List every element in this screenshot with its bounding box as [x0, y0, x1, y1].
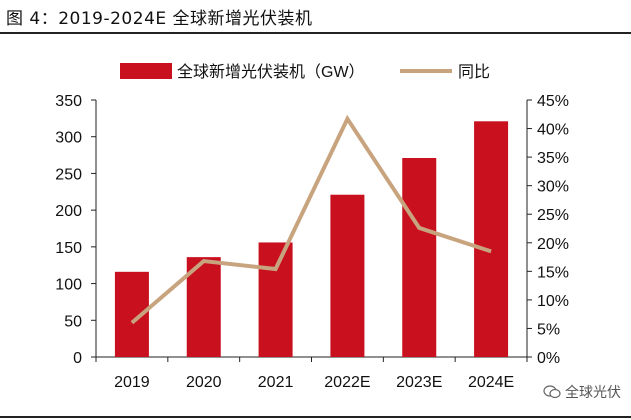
bar	[186, 257, 221, 357]
left-tick-label: 300	[55, 130, 82, 147]
left-tick-label: 150	[55, 240, 82, 257]
left-tick-label: 350	[55, 93, 82, 110]
right-tick-label: 30%	[537, 179, 569, 196]
bar	[402, 158, 437, 357]
left-tick-label: 100	[55, 277, 82, 294]
left-tick-label: 250	[55, 166, 82, 183]
watermark: 全球光伏	[543, 382, 621, 402]
left-tick-label: 200	[55, 203, 82, 220]
watermark-text: 全球光伏	[565, 385, 621, 401]
x-tick-label: 2019	[114, 374, 150, 391]
x-tick-label: 2021	[258, 374, 294, 391]
legend-label-bar: 全球新增光伏装机（GW）	[177, 63, 365, 81]
left-tick-label: 0	[73, 350, 82, 367]
legend-swatch-bar	[120, 63, 172, 79]
right-tick-label: 20%	[537, 236, 569, 253]
bar	[330, 194, 365, 357]
x-tick-label: 2023E	[396, 374, 442, 391]
bottom-rule	[0, 416, 631, 418]
chat-bubble-icon	[543, 385, 561, 399]
bar	[474, 121, 509, 358]
right-tick-label: 45%	[537, 93, 569, 110]
x-tick-label: 2020	[186, 374, 222, 391]
right-tick-label: 5%	[537, 321, 560, 338]
yoy-line	[130, 114, 492, 325]
x-tick-label: 2022E	[324, 374, 370, 391]
right-tick-label: 40%	[537, 122, 569, 139]
right-tick-label: 35%	[537, 150, 569, 167]
right-tick-label: 15%	[537, 264, 569, 281]
right-tick-label: 0%	[537, 350, 560, 367]
right-tick-label: 10%	[537, 293, 569, 310]
top-rule	[0, 32, 631, 34]
figure-title: 图 4：2019-2024E 全球新增光伏装机	[6, 9, 313, 29]
legend-label-line: 同比	[458, 63, 490, 81]
x-tick-label: 2024E	[468, 374, 514, 391]
right-tick-label: 25%	[537, 207, 569, 224]
left-tick-label: 50	[64, 313, 82, 330]
bar	[258, 242, 293, 357]
